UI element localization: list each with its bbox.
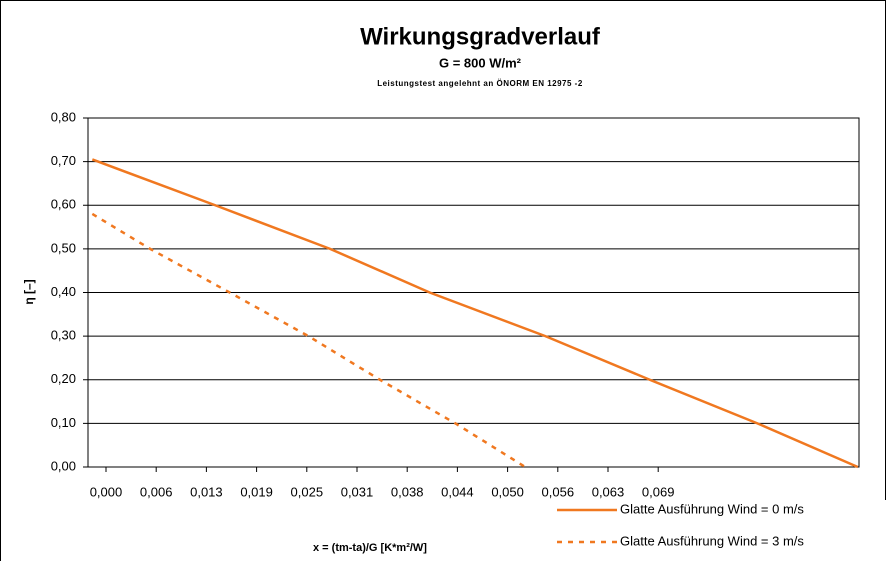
series-line — [91, 212, 526, 469]
x-tick-label: 0,025 — [291, 484, 324, 499]
x-tick-label: 0,044 — [441, 484, 474, 499]
chart-note: Leistungstest angelehnt an ÖNORM EN 1297… — [377, 79, 583, 88]
x-tick-label: 0,069 — [642, 484, 675, 499]
x-tick-label: 0,038 — [391, 484, 424, 499]
series-line — [91, 158, 859, 469]
y-tick-label: 0,30 — [51, 328, 76, 343]
plot-area — [87, 117, 860, 468]
x-tick-label: 0,013 — [190, 484, 223, 499]
legend-label: Glatte Ausführung Wind = 0 m/s — [620, 501, 804, 516]
x-axis-label: x = (tm-ta)/G [K*m²/W] — [313, 542, 427, 554]
y-tick-label: 0,70 — [51, 153, 76, 168]
x-tick-label: 0,006 — [140, 484, 173, 499]
x-tick-label: 0,063 — [592, 484, 625, 499]
y-tick-label: 0,80 — [51, 109, 76, 124]
y-tick-label: 0,00 — [51, 458, 76, 473]
y-tick-label: 0,20 — [51, 371, 76, 386]
legend-label: Glatte Ausführung Wind = 3 m/s — [620, 533, 804, 548]
chart-title: Wirkungsgradverlauf — [360, 23, 601, 50]
y-tick-label: 0,50 — [51, 240, 76, 255]
x-tick-label: 0,056 — [542, 484, 575, 499]
x-tick-label: 0,000 — [90, 484, 123, 499]
x-tick-label: 0,019 — [240, 484, 273, 499]
y-tick-label: 0,10 — [51, 415, 76, 430]
chart-subtitle: G = 800 W/m² — [439, 55, 522, 70]
x-tick-label: 0,050 — [491, 484, 524, 499]
y-tick-label: 0,60 — [51, 197, 76, 212]
x-tick-label: 0,031 — [341, 484, 374, 499]
y-axis-label: η [–] — [22, 279, 36, 304]
y-tick-label: 0,40 — [51, 284, 76, 299]
